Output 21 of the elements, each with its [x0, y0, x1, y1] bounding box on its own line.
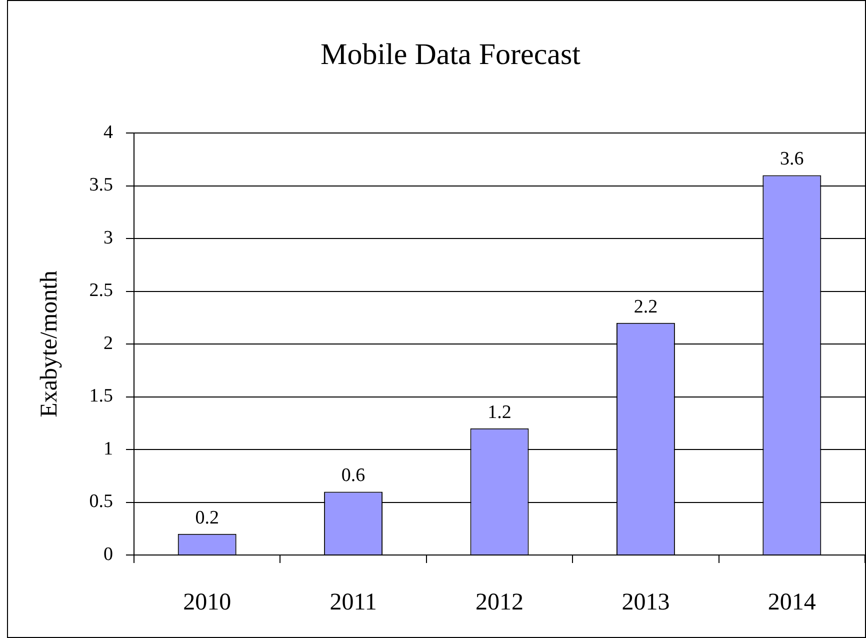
- x-tick-label: 2014: [768, 590, 816, 616]
- x-tick-label: 2012: [476, 590, 524, 616]
- y-tick-label: 4: [104, 122, 114, 143]
- y-tick-label: 0.5: [89, 491, 113, 512]
- x-tick-label: 2013: [622, 590, 670, 616]
- y-tick-label: 2: [104, 332, 113, 354]
- data-label: 0.2: [195, 507, 219, 528]
- y-tick-label: 1: [104, 438, 113, 460]
- data-label: 2.2: [634, 296, 658, 318]
- data-label: 1.2: [488, 402, 512, 423]
- y-tick-label: 0: [104, 544, 113, 565]
- y-tick-label: 3.5: [89, 174, 113, 196]
- data-label: 0.6: [341, 465, 366, 486]
- x-tick-label: 2011: [330, 590, 377, 616]
- y-tick-label: 2.5: [89, 280, 113, 302]
- y-tick-label: 1.5: [89, 386, 113, 407]
- y-axis-title: Exabyte/month: [36, 270, 63, 418]
- x-tick-label: 2010: [183, 590, 232, 616]
- data-label: 3.6: [780, 148, 804, 170]
- chart-title: Mobile Data Forecast: [320, 38, 582, 71]
- y-tick-label: 3: [104, 227, 113, 248]
